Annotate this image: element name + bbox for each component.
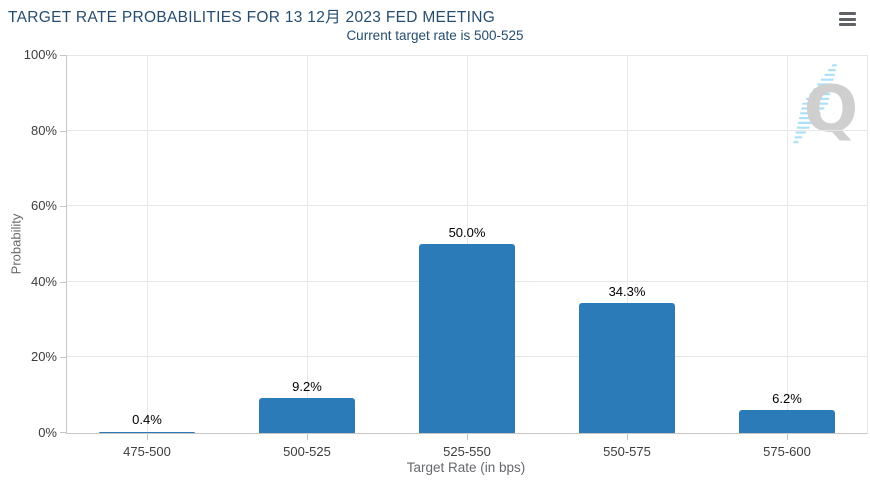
- x-category-label: 525-550: [443, 444, 491, 459]
- x-tick-mark: [306, 434, 308, 440]
- bar-value-label: 34.3%: [608, 284, 646, 300]
- x-tick-mark: [466, 434, 468, 440]
- y-tick-mark: [60, 357, 66, 359]
- probability-bar[interactable]: [739, 409, 835, 433]
- y-tick-mark: [60, 130, 66, 132]
- y-tick-label: 20%: [30, 349, 57, 365]
- plot-area: Q 0% 20% 40% 60% 80% 100% 475-500 0.4% 500-525 9.…: [24, 47, 868, 459]
- y-tick-label: 40%: [30, 273, 57, 289]
- x-gridline: [306, 55, 308, 433]
- bar-value-label: 6.2%: [772, 390, 802, 406]
- x-tick-mark: [786, 434, 788, 440]
- bar-value-label: 0.4%: [132, 412, 162, 428]
- chart-subtitle: Current target rate is 500-525: [346, 28, 524, 43]
- x-category-label: 500-525: [283, 444, 331, 459]
- x-gridline: [146, 55, 148, 433]
- y-tick-mark: [60, 206, 66, 208]
- hamburger-icon: [839, 17, 856, 21]
- x-axis-title: Target Rate (in bps): [406, 460, 526, 475]
- x-gridline: [786, 55, 788, 433]
- probability-bar[interactable]: [259, 398, 355, 433]
- menu-button[interactable]: [839, 12, 856, 28]
- x-category-label: 475-500: [123, 444, 171, 459]
- y-tick-mark: [60, 432, 66, 433]
- y-tick-label: 100%: [23, 47, 57, 62]
- y-tick-mark: [60, 55, 66, 56]
- y-tick-label: 60%: [30, 198, 57, 214]
- x-category-label: 550-575: [603, 444, 651, 459]
- bar-value-label: 9.2%: [292, 379, 322, 395]
- probability-bar[interactable]: [579, 303, 675, 433]
- bar-value-label: 50.0%: [448, 225, 486, 240]
- x-tick-mark: [146, 434, 148, 440]
- svg-text:Q: Q: [804, 73, 858, 147]
- x-gridline: [626, 55, 628, 433]
- y-axis-title: Probability: [8, 213, 24, 275]
- x-category-label: 575-600: [763, 444, 811, 459]
- x-tick-mark: [626, 434, 628, 440]
- page-title: TARGET RATE PROBABILITIES FOR 13 12月 202…: [8, 9, 496, 26]
- y-tick-label: 80%: [30, 122, 57, 138]
- hamburger-icon: [839, 23, 856, 27]
- hamburger-icon: [839, 12, 856, 16]
- probability-bar[interactable]: [419, 244, 515, 433]
- quikstrike-watermark-q-logo: Q: [793, 64, 858, 147]
- y-tick-mark: [60, 281, 66, 283]
- y-tick-label: 0%: [38, 425, 57, 440]
- probability-bar[interactable]: [99, 431, 195, 433]
